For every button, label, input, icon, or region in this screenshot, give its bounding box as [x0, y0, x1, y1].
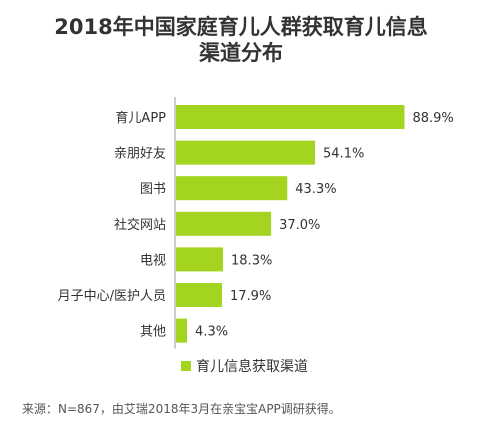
category-label: 电视	[140, 253, 166, 268]
value-label: 4.3%	[195, 325, 228, 340]
legend-label: 育儿信息获取渠道	[196, 358, 308, 375]
bar	[176, 105, 405, 129]
category-label: 育儿APP	[115, 110, 166, 126]
value-label: 37.0%	[279, 218, 320, 233]
bar	[176, 176, 288, 201]
value-label: 43.3%	[295, 182, 336, 197]
source-note: 来源：N=867，由艾瑞2018年3月在亲宝宝APP调研获得。	[22, 402, 341, 416]
bar-chart: 育儿APP 88.9% 亲朋好友 54.1% 图书 43.3% 社交网站 37.0% 电视 18.…	[58, 97, 454, 375]
value-label: 18.3%	[231, 253, 272, 268]
chart-title-line1: 2018年中国家庭育儿人群获取育儿信息	[54, 15, 428, 39]
bar	[176, 140, 316, 165]
value-label: 17.9%	[230, 289, 271, 304]
category-label: 月子中心/医护人员	[58, 289, 166, 304]
category-label: 亲朋好友	[114, 146, 166, 162]
category-label: 社交网站	[114, 217, 166, 233]
bar	[176, 247, 224, 272]
legend-swatch	[181, 361, 191, 371]
bar	[176, 318, 188, 343]
value-label: 54.1%	[323, 147, 364, 162]
chart-title-line2: 渠道分布	[199, 41, 283, 65]
category-label: 图书	[140, 182, 166, 197]
bar	[176, 211, 272, 236]
category-label: 其他	[140, 325, 166, 340]
bar	[176, 283, 223, 307]
value-label: 88.9%	[412, 111, 453, 126]
